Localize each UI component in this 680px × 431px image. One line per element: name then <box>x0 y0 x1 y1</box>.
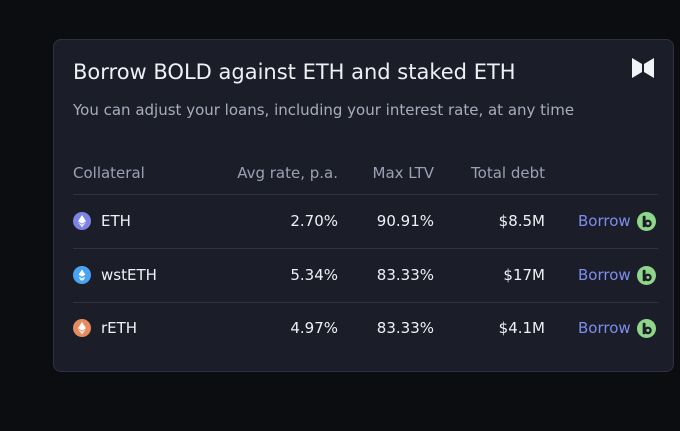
reth-icon <box>73 319 91 337</box>
bold-token-icon <box>636 318 656 338</box>
avg-rate-value: 4.97% <box>290 319 338 337</box>
card-subtitle: You can adjust your loans, including you… <box>73 101 575 119</box>
column-header-total-debt: Total debt <box>471 164 545 182</box>
total-debt-value: $8.5M <box>498 212 545 230</box>
avg-rate-value: 2.70% <box>290 212 338 230</box>
collateral-name: ETH <box>101 212 131 230</box>
borrow-label: Borrow <box>578 212 631 230</box>
card-title: Borrow BOLD against ETH and staked ETH <box>73 60 516 84</box>
max-ltv-value: 83.33% <box>376 319 434 337</box>
max-ltv-value: 83.33% <box>376 266 434 284</box>
table-row-reth: rETH 4.97% 83.33% $4.1M Borrow <box>73 302 658 355</box>
total-debt-value: $4.1M <box>498 319 545 337</box>
bold-token-icon <box>636 211 656 231</box>
table-row-eth: ETH 2.70% 90.91% $8.5M Borrow <box>73 195 658 249</box>
borrow-label: Borrow <box>578 266 631 284</box>
collateral-name: rETH <box>101 319 138 337</box>
bold-token-icon <box>636 265 656 285</box>
column-header-collateral: Collateral <box>73 164 145 182</box>
max-ltv-value: 90.91% <box>376 212 434 230</box>
borrow-wsteth-button[interactable]: Borrow <box>578 264 656 286</box>
table-row-wsteth: wstETH 5.34% 83.33% $17M Borrow <box>73 249 658 303</box>
total-debt-value: $17M <box>503 266 545 284</box>
borrow-eth-button[interactable]: Borrow <box>578 210 656 232</box>
liquity-logo-icon <box>632 58 654 78</box>
table-header: Collateral Avg rate, p.a. Max LTV Total … <box>73 160 658 195</box>
wsteth-icon <box>73 266 91 284</box>
borrow-label: Borrow <box>578 319 631 337</box>
eth-icon <box>73 212 91 230</box>
borrow-card: Borrow BOLD against ETH and staked ETH Y… <box>53 39 674 372</box>
collateral-name: wstETH <box>101 266 157 284</box>
borrow-reth-button[interactable]: Borrow <box>578 317 656 339</box>
column-header-max-ltv: Max LTV <box>372 164 435 182</box>
avg-rate-value: 5.34% <box>290 266 338 284</box>
column-header-avg-rate: Avg rate, p.a. <box>237 164 338 182</box>
